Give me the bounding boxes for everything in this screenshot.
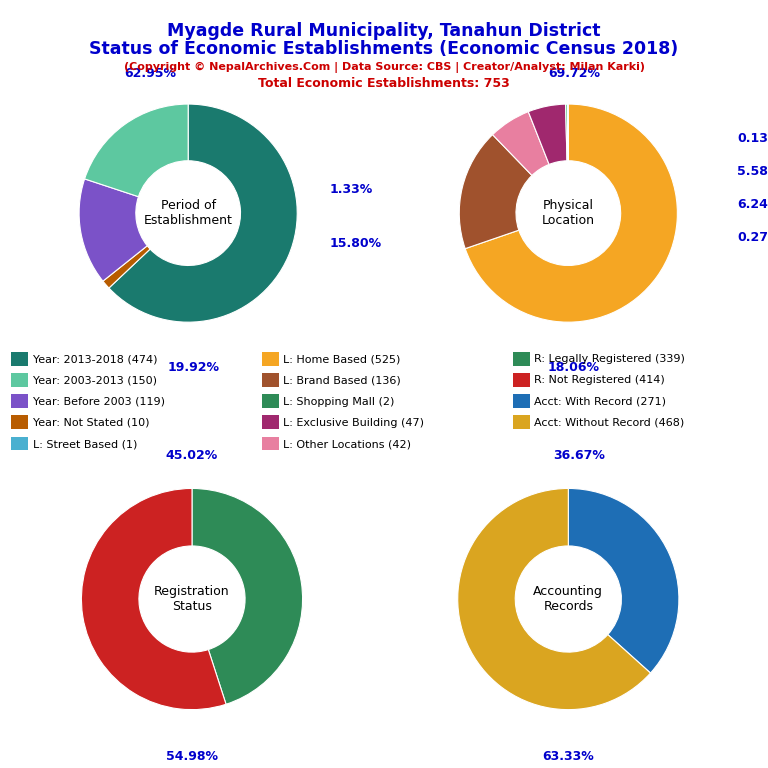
Bar [513, 373, 530, 387]
Bar [263, 394, 279, 408]
Text: Year: Before 2003 (119): Year: Before 2003 (119) [32, 396, 164, 407]
Text: 18.06%: 18.06% [548, 362, 600, 375]
Bar [263, 352, 279, 366]
Bar [263, 437, 279, 450]
Bar [513, 352, 530, 366]
Text: R: Not Registered (414): R: Not Registered (414) [535, 376, 665, 386]
Text: Year: 2003-2013 (150): Year: 2003-2013 (150) [32, 376, 157, 386]
Text: (Copyright © NepalArchives.Com | Data Source: CBS | Creator/Analyst: Milan Karki: (Copyright © NepalArchives.Com | Data So… [124, 61, 644, 72]
Bar [12, 373, 28, 387]
Text: 15.80%: 15.80% [330, 237, 382, 250]
Text: 54.98%: 54.98% [166, 750, 218, 763]
Text: L: Street Based (1): L: Street Based (1) [32, 439, 137, 449]
Wedge shape [458, 488, 650, 710]
Text: 63.33%: 63.33% [542, 750, 594, 763]
Text: Physical
Location: Physical Location [541, 199, 595, 227]
Text: Year: 2013-2018 (474): Year: 2013-2018 (474) [32, 354, 157, 364]
Text: 0.27%: 0.27% [737, 230, 768, 243]
Bar [263, 373, 279, 387]
Wedge shape [459, 134, 532, 249]
Text: 6.24%: 6.24% [737, 198, 768, 211]
Text: Accounting
Records: Accounting Records [534, 585, 603, 613]
Wedge shape [84, 104, 188, 197]
Text: L: Brand Based (136): L: Brand Based (136) [283, 376, 401, 386]
Text: 45.02%: 45.02% [166, 449, 218, 462]
Text: 19.92%: 19.92% [167, 362, 220, 375]
Wedge shape [109, 104, 297, 322]
Wedge shape [465, 104, 677, 322]
Text: L: Home Based (525): L: Home Based (525) [283, 354, 401, 364]
Wedge shape [81, 488, 226, 710]
Wedge shape [79, 179, 147, 281]
Wedge shape [565, 104, 568, 161]
Text: 36.67%: 36.67% [554, 449, 605, 462]
Text: Myagde Rural Municipality, Tanahun District: Myagde Rural Municipality, Tanahun Distr… [167, 22, 601, 39]
Text: L: Other Locations (42): L: Other Locations (42) [283, 439, 412, 449]
Bar [12, 394, 28, 408]
Text: Status of Economic Establishments (Economic Census 2018): Status of Economic Establishments (Econo… [89, 40, 679, 58]
Text: Acct: With Record (271): Acct: With Record (271) [535, 396, 667, 407]
Text: Registration
Status: Registration Status [154, 585, 230, 613]
Bar [513, 394, 530, 408]
Wedge shape [492, 111, 549, 175]
Text: Acct: Without Record (468): Acct: Without Record (468) [535, 418, 684, 428]
Bar [12, 437, 28, 450]
Text: L: Exclusive Building (47): L: Exclusive Building (47) [283, 418, 425, 428]
Bar [513, 415, 530, 429]
Text: R: Legally Registered (339): R: Legally Registered (339) [535, 354, 685, 364]
Wedge shape [192, 488, 303, 704]
Text: Total Economic Establishments: 753: Total Economic Establishments: 753 [258, 77, 510, 90]
Text: Year: Not Stated (10): Year: Not Stated (10) [32, 418, 149, 428]
Text: Period of
Establishment: Period of Establishment [144, 199, 233, 227]
Text: 0.13%: 0.13% [737, 132, 768, 145]
Bar [263, 415, 279, 429]
Text: 69.72%: 69.72% [548, 67, 600, 80]
Text: 62.95%: 62.95% [124, 67, 176, 80]
Text: 1.33%: 1.33% [330, 183, 373, 196]
Bar [12, 415, 28, 429]
Text: 5.58%: 5.58% [737, 165, 768, 178]
Bar [12, 352, 28, 366]
Wedge shape [568, 488, 679, 673]
Wedge shape [528, 104, 567, 164]
Wedge shape [103, 246, 150, 288]
Text: L: Shopping Mall (2): L: Shopping Mall (2) [283, 396, 395, 407]
